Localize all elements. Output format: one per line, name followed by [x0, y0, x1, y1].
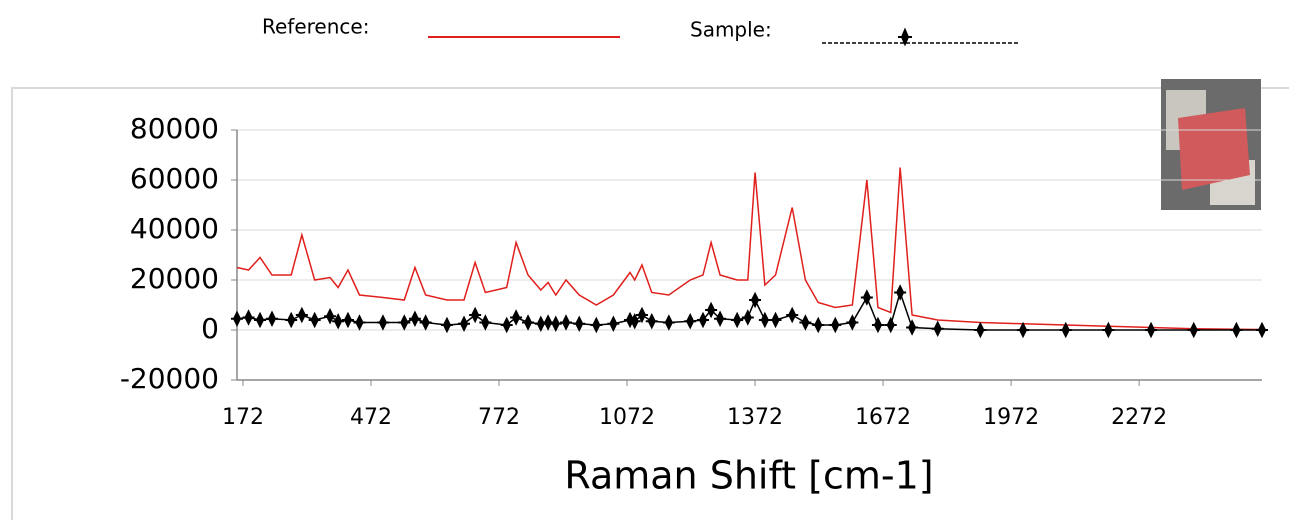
legend-label: Reference: [262, 15, 369, 39]
series-marker [635, 306, 648, 324]
series-marker [242, 309, 255, 326]
series-marker [560, 314, 573, 331]
series-marker [684, 313, 697, 330]
series-marker [799, 314, 812, 331]
x-axis-title: Raman Shift [cm-1] [564, 454, 933, 498]
x-tick-label: 472 [350, 405, 392, 430]
series-marker [353, 314, 366, 331]
series-marker [769, 311, 782, 329]
series-marker [696, 311, 709, 329]
y-tick-label: 0 [201, 312, 219, 345]
legend-marker [898, 27, 912, 47]
y-tick-label: 40000 [130, 212, 219, 245]
chart-frame [11, 87, 1289, 520]
series-marker [341, 311, 354, 329]
series-marker [479, 314, 492, 331]
series-marker [786, 306, 799, 324]
y-tick-label: 80000 [130, 112, 219, 145]
series-marker [254, 311, 267, 329]
x-tick-label: 172 [222, 405, 264, 430]
x-tick-label: 1072 [599, 405, 655, 430]
series-marker [265, 310, 278, 327]
x-tick-label: 1972 [983, 405, 1039, 430]
x-tick-label: 772 [478, 405, 520, 430]
series-marker [812, 316, 825, 334]
series-marker [1256, 321, 1268, 339]
series-marker [285, 311, 298, 329]
series-marker [500, 316, 513, 334]
series-marker [705, 301, 718, 319]
series-marker [398, 314, 411, 331]
series-marker [871, 316, 884, 334]
series-marker [662, 314, 675, 331]
series-marker [440, 316, 453, 334]
series-marker [749, 291, 762, 309]
series-marker [846, 314, 859, 331]
series-marker [469, 306, 482, 324]
series-marker [860, 289, 873, 306]
series-marker [1102, 321, 1115, 339]
series-marker [607, 315, 620, 332]
series-marker [458, 315, 471, 332]
series-marker [376, 314, 389, 331]
series-marker [231, 310, 243, 327]
x-tick-label: 2272 [1111, 405, 1167, 430]
series-marker [510, 309, 523, 326]
thumbnail [1161, 79, 1261, 210]
series-marker [829, 316, 842, 334]
y-tick-label: 60000 [130, 162, 219, 195]
series-marker [714, 310, 727, 327]
series-marker [1059, 321, 1072, 339]
series-marker [741, 309, 754, 326]
series-marker [645, 313, 658, 330]
series-marker [573, 315, 586, 332]
series-marker [408, 310, 421, 327]
series-marker [590, 316, 603, 334]
series-marker [549, 315, 562, 332]
y-tick-label: 20000 [130, 262, 219, 295]
x-tick-label: 1672 [855, 405, 911, 430]
series-marker [931, 320, 944, 337]
series-marker [894, 284, 907, 301]
series-marker [295, 306, 308, 324]
series-marker [332, 313, 345, 330]
series-line [236, 167, 1263, 331]
series-marker [906, 319, 919, 336]
series-marker [758, 311, 771, 329]
series-marker [419, 314, 432, 331]
x-tick-label: 1372 [727, 405, 783, 430]
y-tick-label: -20000 [120, 362, 219, 395]
series-marker [324, 308, 337, 325]
series-marker [884, 316, 897, 334]
series-marker [1187, 321, 1200, 339]
series-marker [308, 311, 321, 329]
series-marker [1017, 321, 1030, 339]
legend-label: Sample: [690, 18, 772, 42]
series-marker [1230, 321, 1243, 339]
series-marker [974, 321, 987, 339]
series-marker [628, 313, 641, 330]
series-marker [522, 314, 535, 331]
series-marker [1145, 321, 1158, 339]
series-marker [731, 311, 744, 329]
series-marker [542, 314, 555, 331]
